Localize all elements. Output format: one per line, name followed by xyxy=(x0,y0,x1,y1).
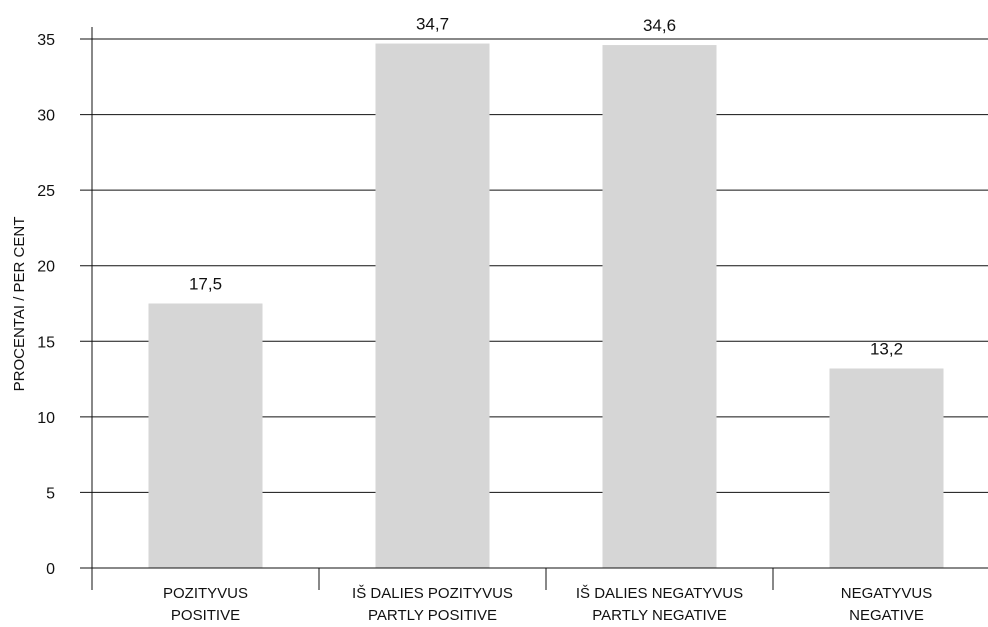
data-label-1: 34,7 xyxy=(416,15,449,34)
bar-1 xyxy=(375,43,490,568)
bars xyxy=(148,43,944,568)
bar-0 xyxy=(148,303,263,568)
y-axis-title: PROCENTAI / PER CENT xyxy=(11,217,28,392)
category-label-3-line-0: NEGATYVUS xyxy=(841,585,932,602)
category-labels: POZITYVUS POSITIVE IŠ DALIES POZITYVUS PART… xyxy=(163,585,932,624)
category-label-0-line-0: POZITYVUS xyxy=(163,585,248,602)
y-tick-label-0: 0 xyxy=(46,561,55,578)
y-tick-label-5: 5 xyxy=(46,485,55,502)
y-tick-label-25: 25 xyxy=(37,183,55,200)
data-label-0: 17,5 xyxy=(189,275,222,294)
bar-3 xyxy=(829,368,944,568)
y-tick-label-20: 20 xyxy=(37,259,55,276)
category-label-3-line-1: NEGATIVE xyxy=(849,607,924,624)
data-labels: 17,5 34,7 34,6 13,2 xyxy=(189,15,903,359)
bar-2 xyxy=(602,45,717,568)
data-label-2: 34,6 xyxy=(643,16,676,35)
axes xyxy=(80,27,988,590)
data-label-3: 13,2 xyxy=(870,339,903,358)
y-tick-labels: 0 5 10 15 20 25 30 35 xyxy=(37,32,55,578)
category-label-2-line-0: IŠ DALIES NEGATYVUS xyxy=(576,585,743,602)
y-tick-label-30: 30 xyxy=(37,108,55,125)
y-tick-label-35: 35 xyxy=(37,32,55,49)
y-tick-label-10: 10 xyxy=(37,410,55,427)
category-label-1-line-0: IŠ DALIES POZITYVUS xyxy=(352,585,513,602)
category-label-1-line-1: PARTLY POSITIVE xyxy=(368,607,497,624)
category-label-0-line-1: POSITIVE xyxy=(171,607,240,624)
category-label-2-line-1: PARTLY NEGATIVE xyxy=(592,607,727,624)
y-tick-label-15: 15 xyxy=(37,334,55,351)
